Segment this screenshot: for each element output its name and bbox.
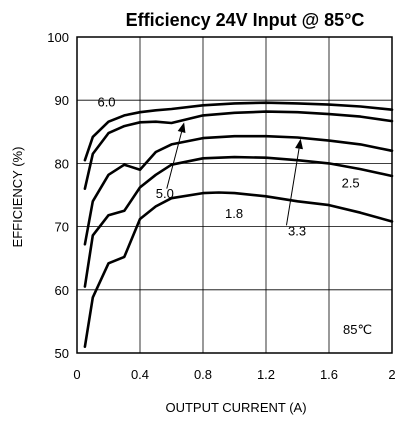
curve-label-2-5: 2.5 (342, 175, 360, 190)
arrow-shaft (285, 148, 300, 226)
temperature-annotation: 85℃ (343, 322, 372, 337)
x-axis-label: OUTPUT CURRENT (A) (165, 400, 306, 415)
plot-frame (76, 36, 393, 354)
series-line-5-0 (83, 110, 394, 190)
arrow-shaft (166, 131, 183, 189)
arrow-head (177, 122, 186, 134)
curve-labels: 6.0 5.0 3.3 2.5 1.8 (97, 95, 359, 239)
x-tick-label: 0 (73, 367, 80, 382)
y-tick-label: 100 (47, 30, 69, 45)
curve-label-3-3: 3.3 (288, 223, 306, 238)
y-tick-label: 60 (55, 283, 69, 298)
series-line-3-3 (83, 134, 394, 246)
series-curves (83, 101, 394, 349)
x-tick-label: 0.8 (194, 367, 212, 382)
series-line-2-5 (83, 155, 394, 288)
annotation-arrows (166, 122, 303, 226)
series-line-6-0 (83, 101, 394, 162)
curve-label-5-0: 5.0 (156, 186, 174, 201)
y-tick-label: 70 (55, 220, 69, 235)
y-tick-label: 50 (55, 346, 69, 361)
curve-label-6-0: 6.0 (97, 95, 115, 110)
x-tick-label: 1.6 (320, 367, 338, 382)
grid-lines (76, 36, 393, 354)
chart-title: Efficiency 24V Input @ 85°C (126, 10, 365, 30)
x-tick-label: 2 (388, 367, 395, 382)
tick-labels: 0 0.4 0.8 1.2 1.6 2 50 60 70 80 90 100 (47, 30, 395, 382)
y-axis-label: EFFICIENCY (%) (10, 147, 25, 248)
arrow-head (295, 138, 303, 150)
series-line-1-8 (83, 191, 394, 349)
curve-label-1-8: 1.8 (225, 206, 243, 221)
x-tick-label: 0.4 (131, 367, 149, 382)
y-tick-label: 80 (55, 156, 69, 171)
y-tick-label: 90 (55, 93, 69, 108)
x-tick-label: 1.2 (257, 367, 275, 382)
